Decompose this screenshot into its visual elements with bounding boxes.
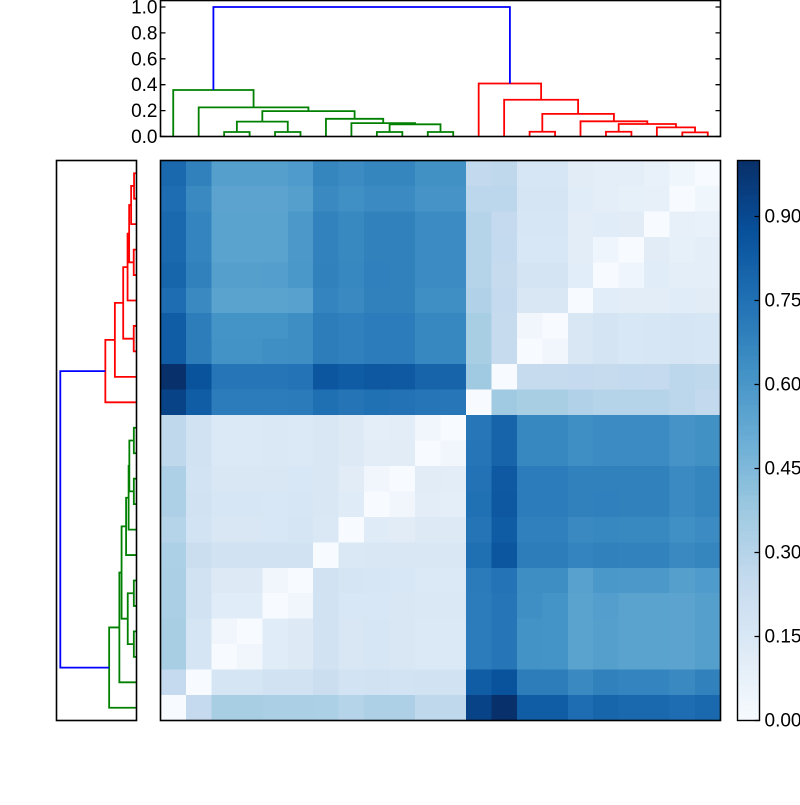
svg-text:0.0: 0.0 (131, 127, 157, 148)
svg-text:0.00: 0.00 (765, 711, 800, 732)
svg-text:0.8: 0.8 (131, 23, 157, 44)
svg-text:0.30: 0.30 (765, 543, 800, 564)
svg-text:0.2: 0.2 (131, 101, 157, 122)
svg-text:0.75: 0.75 (765, 291, 800, 312)
svg-text:0.6: 0.6 (131, 49, 157, 70)
svg-text:0.15: 0.15 (765, 627, 800, 648)
svg-text:0.90: 0.90 (765, 207, 800, 228)
svg-text:0.60: 0.60 (765, 375, 800, 396)
svg-text:1.0: 1.0 (131, 0, 157, 19)
svg-text:0.4: 0.4 (131, 75, 158, 96)
svg-text:0.45: 0.45 (765, 459, 800, 480)
